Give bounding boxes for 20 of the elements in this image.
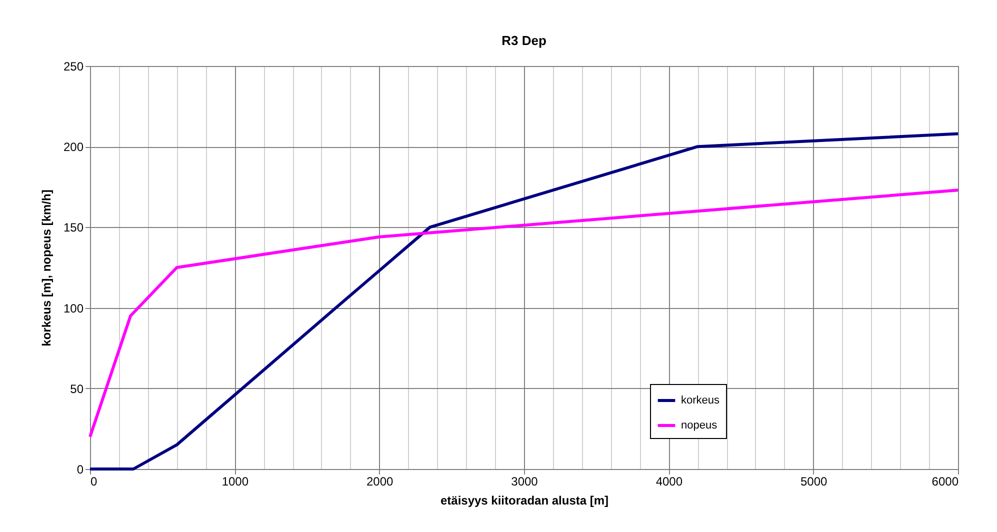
y-tick-label: 150 [63, 220, 84, 235]
x-tick-label: 6000 [932, 474, 959, 488]
line-series [88, 188, 960, 438]
x-axis-title: etäisyys kiitoradan alusta [m] [440, 494, 609, 508]
x-tick-label: 3000 [511, 474, 538, 488]
y-tick-label: 50 [70, 382, 84, 396]
line-series [88, 132, 960, 470]
y-tick-label: 200 [63, 140, 84, 154]
x-tick-label: 4000 [656, 474, 683, 488]
y-axis-title: korkeus [m], nopeus [km/h] [39, 190, 54, 346]
x-tick-label: 0 [90, 474, 98, 488]
y-tick-label: 100 [63, 301, 84, 316]
y-tick-label: 250 [63, 60, 84, 74]
x-tick-label: 1000 [222, 474, 249, 488]
x-tick-label: 5000 [800, 474, 828, 488]
y-tick-label: 0 [76, 462, 84, 476]
x-tick-label: 2000 [366, 474, 394, 488]
chart-title: R3 Dep [502, 33, 546, 48]
legend-label: nopeus [681, 420, 718, 432]
legend-label: korkeus [681, 394, 720, 406]
